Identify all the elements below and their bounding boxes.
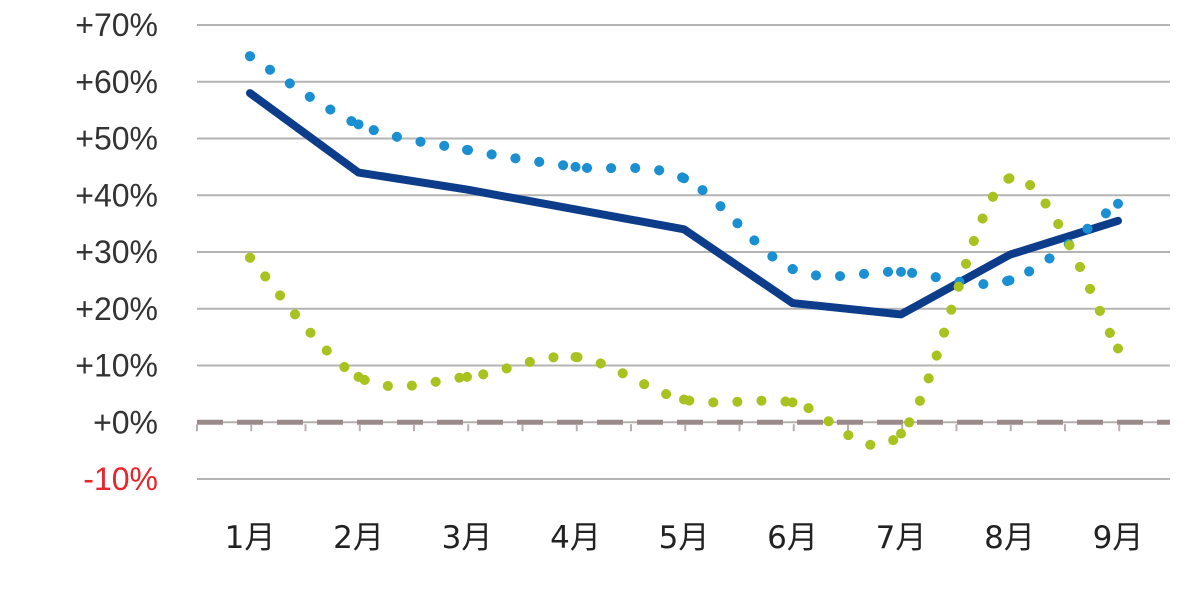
series-3-point [353,371,364,382]
series-2-dotted-line [245,51,1123,290]
series-group [245,51,1123,451]
series-2-point [896,266,906,277]
series-2-point [570,161,581,172]
series-2-point [1004,275,1015,286]
zero-line-group [196,419,1170,432]
series-2-point [245,51,255,62]
x-tick-label: 8月 [984,520,1035,556]
x-tick-label: 1月 [225,520,276,556]
x-tick-label: 2月 [333,520,384,556]
series-3-point [1004,173,1015,184]
y-tick-label: +70% [75,7,158,43]
x-axis-tick-labels: 1月 2月 3月 4月 5月 6月 7月 8月 9月 [225,520,1144,556]
y-axis-tick-labels: +70% +60% +50% +40% +30% +20% +10% +0% -10% [75,7,158,497]
gridlines [197,24,1170,480]
x-tick-label: 4月 [550,520,601,556]
series-2-point [679,173,689,184]
series-3 [245,172,1123,451]
series-2-point [1113,198,1123,209]
series-2 [245,51,1123,290]
series-2-point [787,264,798,275]
series-3-point [896,428,906,439]
y-tick-label: +50% [75,121,158,157]
y-tick-label: +60% [75,64,158,100]
series-3-point [462,371,472,382]
series-3-dotted-line [245,172,1123,451]
y-tick-label: -10% [83,461,158,497]
x-tick-label: 6月 [767,520,818,556]
series-3-point [679,394,689,405]
series-1 [246,89,1122,319]
y-tick-label: +40% [75,177,158,213]
x-tick-label: 3月 [442,520,493,556]
series-2-point [353,119,364,130]
y-tick-label: +10% [75,348,158,384]
series-3-point [1113,343,1123,354]
series-3-point [787,397,798,408]
series-1-line [246,89,1122,319]
y-tick-label: +20% [75,291,158,327]
x-tick-label: 7月 [876,520,927,556]
series-3-point [245,252,255,263]
x-tick-label: 9月 [1093,520,1144,556]
y-tick-label: +30% [75,234,158,270]
series-3-point [570,351,581,362]
x-tick-label: 5月 [659,520,710,556]
series-2-point [462,144,472,155]
y-tick-label: +0% [93,404,158,440]
